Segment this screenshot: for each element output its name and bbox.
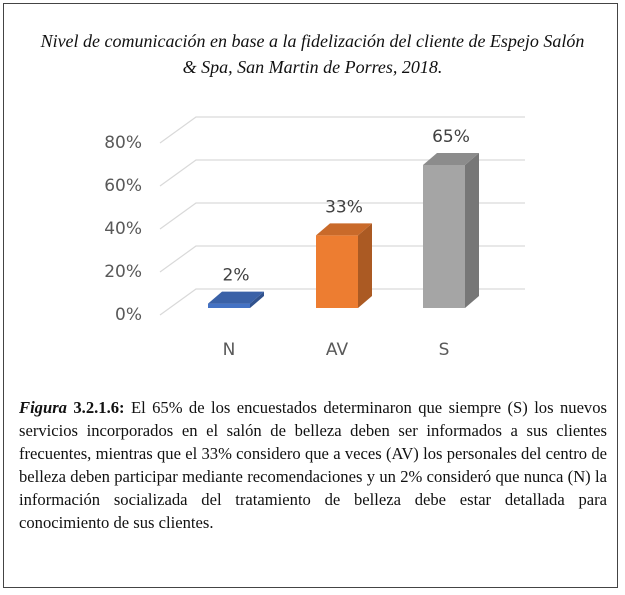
grid-line [159, 288, 525, 316]
bar-front [423, 165, 465, 308]
grid-line [159, 245, 525, 273]
bar-top [208, 291, 264, 304]
caption-text: El 65% de los encuestados determinaron q… [19, 398, 607, 532]
x-tick-label: S [439, 340, 450, 360]
y-tick-label: 20% [104, 262, 142, 282]
grid-line [159, 202, 525, 230]
bar-front [316, 235, 358, 308]
value-label: 2% [223, 266, 250, 286]
caption: Figura 3.2.1.6: El 65% de los encuestado… [19, 396, 607, 534]
y-tick-label: 80% [104, 133, 142, 153]
grid-line [159, 116, 525, 144]
caption-label: Figura [19, 398, 67, 417]
grid-line [159, 159, 525, 187]
value-label: 65% [432, 127, 470, 147]
bar-side [250, 291, 264, 308]
caption-number: 3.2.1.6: [73, 398, 125, 417]
y-tick-label: 40% [104, 219, 142, 239]
chart: 0% 20% 40% 60% 80% 2% N 33% AV 65% S [104, 116, 525, 360]
bar-side [465, 153, 479, 308]
chart-title: Nivel de comunicación en base a la fidel… [40, 31, 585, 77]
bar-top [423, 153, 479, 165]
bar-front [208, 303, 250, 308]
y-tick-label: 0% [115, 305, 142, 325]
y-tick-label: 60% [104, 176, 142, 196]
bar-side [358, 223, 372, 308]
bar-top [316, 223, 372, 236]
x-tick-label: N [223, 340, 236, 360]
figure-frame [3, 3, 618, 588]
x-tick-label: AV [326, 340, 349, 360]
value-label: 33% [325, 197, 363, 217]
